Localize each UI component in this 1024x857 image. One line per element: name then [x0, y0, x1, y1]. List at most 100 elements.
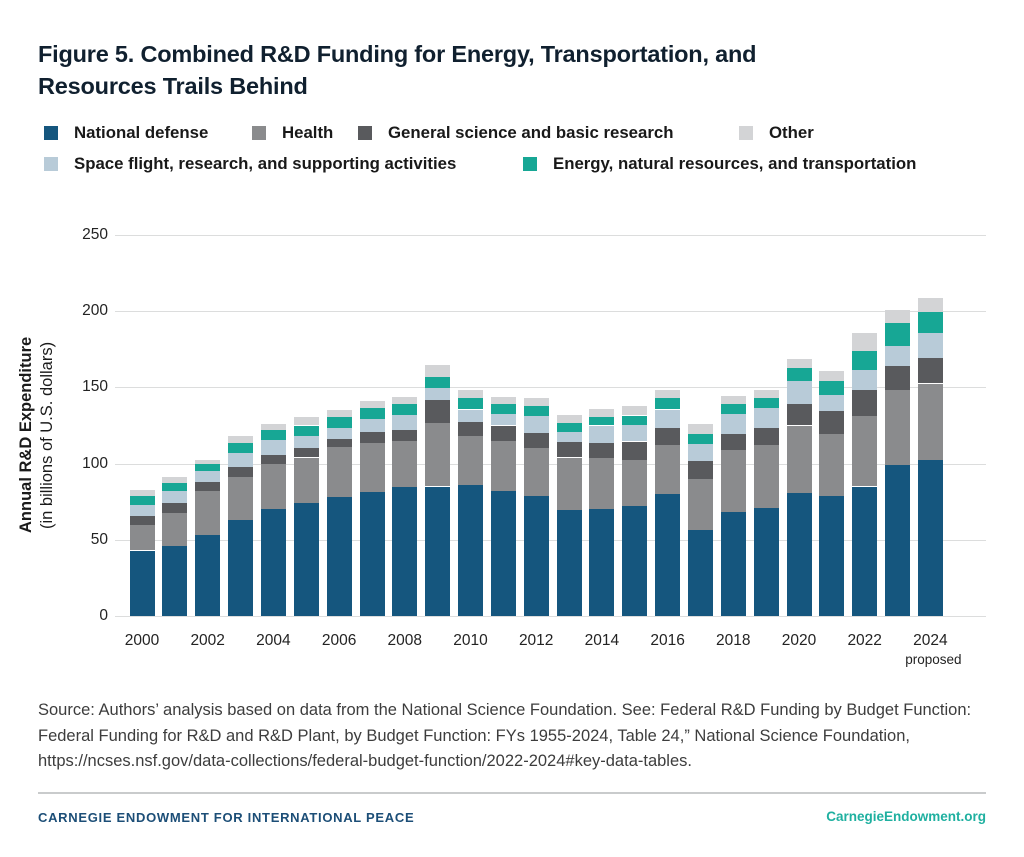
x-tick-2016: 2016 [650, 632, 685, 649]
figure-title-line1: Figure 5. Combined R&D Funding for Energ… [38, 41, 757, 67]
bar-segment-general_science-2016 [655, 427, 681, 446]
publisher-website-link[interactable]: CarnegieEndowment.org [826, 809, 986, 824]
bar-segment-space-2000 [129, 504, 155, 517]
bar-segment-space-2013 [556, 431, 582, 443]
x-tick-2006: 2006 [321, 632, 357, 649]
bar-segment-energy-2017 [688, 433, 713, 444]
bar-segment-space-2023 [885, 346, 911, 367]
bar-segment-defense-2004 [260, 509, 286, 616]
bar-segment-defense-2007 [359, 491, 385, 616]
bar-segment-other-2023 [885, 309, 911, 324]
legend-label-general_science: General science and basic research [388, 123, 674, 142]
legend-swatch-defense [44, 126, 58, 140]
x-tick-2008: 2008 [387, 632, 423, 649]
bar-segment-energy-2012 [523, 405, 549, 416]
gridline-100 [115, 463, 986, 465]
bar-segment-other-2016 [655, 389, 681, 399]
bar-segment-energy-2006 [326, 417, 352, 428]
legend-item-other: Other [739, 123, 814, 142]
bar-segment-other-2018 [720, 395, 746, 405]
bar-segment-general_science-2013 [556, 442, 582, 458]
bar-segment-health-2000 [129, 524, 155, 551]
bar-segment-energy-2001 [162, 483, 188, 491]
bar-segment-general_science-2023 [885, 366, 911, 391]
bar-segment-energy-2008 [392, 404, 418, 415]
bar-segment-other-2022 [852, 333, 878, 351]
bar-segment-space-2019 [753, 408, 779, 428]
publisher-name: CARNEGIE ENDOWMENT FOR INTERNATIONAL PEA… [38, 810, 415, 825]
legend-swatch-space [44, 157, 58, 171]
bar-segment-defense-2001 [162, 545, 188, 616]
bar-segment-energy-2021 [819, 381, 845, 395]
bar-segment-defense-2024 [917, 459, 943, 616]
legend-item-defense: National defense [44, 123, 209, 142]
bar-segment-energy-2005 [293, 425, 319, 437]
bar-segment-energy-2010 [458, 398, 483, 410]
bar-segment-energy-2024 [917, 312, 943, 334]
bar-segment-health-2014 [589, 458, 615, 510]
bar-segment-energy-2019 [753, 398, 779, 408]
bar-segment-space-2005 [293, 436, 319, 449]
legend-item-health: Health [252, 123, 334, 142]
bar-segment-other-2003 [228, 436, 254, 444]
y-axis-title-bold: Annual R&D Expenditure [17, 336, 35, 534]
legend-swatch-health [252, 126, 266, 140]
bar-segment-health-2007 [359, 443, 385, 492]
y-tick-250: 250 [82, 226, 108, 243]
bar-segment-defense-2003 [228, 520, 254, 616]
legend-swatch-general_science [358, 126, 372, 140]
bar-segment-health-2013 [556, 457, 582, 511]
bar-segment-defense-2002 [195, 535, 221, 616]
y-tick-200: 200 [82, 302, 108, 320]
bar-segment-other-2010 [458, 389, 483, 399]
bar-segment-defense-2011 [490, 491, 516, 616]
bar-segment-space-2016 [655, 409, 681, 428]
bar-segment-health-2023 [885, 390, 911, 466]
bar-segment-general_science-2001 [162, 503, 188, 514]
bar-segment-space-2015 [622, 424, 648, 442]
bar-segment-space-2012 [523, 415, 549, 434]
bar-segment-energy-2022 [852, 350, 878, 370]
bar-segment-health-2012 [523, 448, 549, 496]
bar-segment-defense-2008 [392, 487, 418, 616]
bar-segment-health-2009 [425, 423, 451, 487]
bar-segment-defense-2020 [786, 492, 812, 616]
bar-segment-space-2002 [195, 471, 221, 482]
bar-segment-general_science-2011 [490, 425, 516, 441]
bar-segment-other-2013 [556, 414, 582, 424]
legend-label-space: Space flight, research, and supporting a… [74, 154, 457, 173]
y-tick-50: 50 [90, 530, 108, 548]
bar-segment-energy-2013 [556, 423, 582, 432]
bar-segment-other-2015 [622, 406, 648, 416]
bar-segment-other-2011 [490, 396, 516, 405]
bar-segment-space-2020 [786, 381, 812, 405]
bar-segment-other-2002 [195, 459, 221, 464]
bar-segment-energy-2011 [490, 404, 516, 415]
bar-segment-health-2019 [753, 445, 779, 508]
legend-swatch-energy [523, 157, 537, 171]
bar-segment-energy-2016 [655, 398, 681, 410]
bar-segment-space-2014 [589, 425, 615, 443]
bar-segment-health-2006 [326, 446, 352, 498]
legend-label-health: Health [282, 123, 334, 142]
bar-segment-other-2005 [293, 417, 319, 426]
bar-segment-general_science-2014 [589, 443, 615, 459]
bar-segment-energy-2002 [195, 463, 221, 472]
source-line3: https://ncses.nsf.gov/data-collections/f… [38, 752, 692, 770]
bar-segment-energy-2009 [425, 376, 451, 389]
bar-segment-health-2015 [622, 459, 648, 507]
bar-segment-defense-2018 [720, 512, 746, 616]
x-tick-2024: 2024 [913, 632, 948, 649]
bar-segment-general_science-2010 [458, 421, 483, 437]
bar-segment-health-2017 [688, 478, 713, 530]
bar-segment-other-2008 [392, 397, 418, 405]
bar-segment-space-2009 [425, 388, 451, 400]
x-note-proposed: proposed [905, 652, 962, 667]
bar-segment-defense-2022 [852, 486, 878, 616]
bar-segment-health-2004 [260, 463, 286, 510]
x-tick-2018: 2018 [716, 632, 751, 649]
bar-segment-health-2010 [458, 436, 483, 485]
legend-label-defense: National defense [74, 123, 209, 142]
bar-segment-other-2024 [917, 297, 943, 312]
